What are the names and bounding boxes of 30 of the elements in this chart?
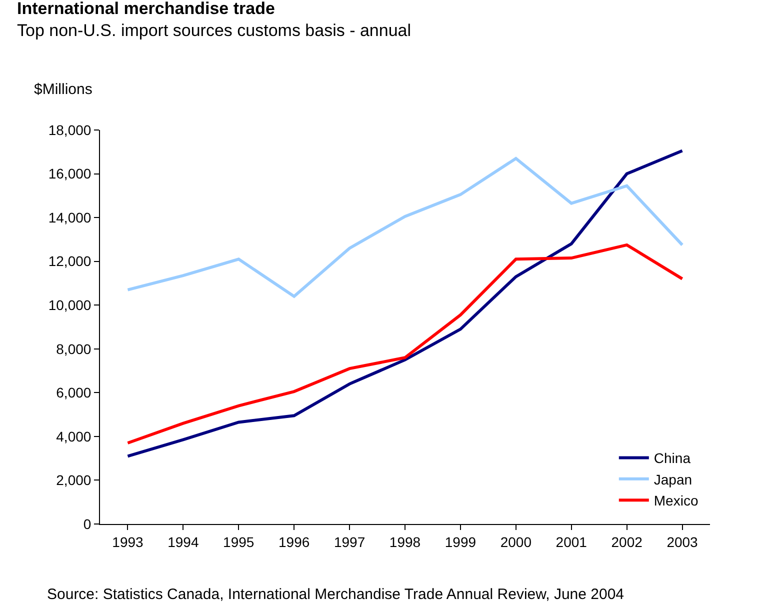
x-tick-label: 1995	[223, 534, 254, 550]
x-tick-label: 2002	[611, 534, 643, 550]
y-tick-label: 16,000	[48, 166, 92, 182]
y-tick-label: 4,000	[56, 428, 92, 444]
y-tick-label: 12,000	[48, 253, 92, 270]
line-series	[126, 243, 684, 445]
y-tick-label: 0	[83, 516, 92, 532]
x-tick-label: 2001	[556, 534, 588, 550]
legend-label: Japan	[654, 471, 692, 488]
y-tick-label: 2,000	[56, 472, 92, 488]
x-tick-label: 2003	[666, 534, 698, 550]
y-tick-label: 14,000	[48, 209, 92, 226]
source-note: Source: Statistics Canada, International Merchandise Trade Annual Review, June 2004	[47, 586, 624, 603]
x-tick-label: 1996	[278, 534, 310, 550]
line-series	[126, 156, 684, 298]
x-tick-label: 1997	[334, 534, 366, 550]
x-tick-label: 1998	[389, 534, 421, 550]
y-tick-label: 6,000	[56, 384, 92, 401]
y-tick-label: 18,000	[48, 122, 92, 138]
chart-title: International merchandise trade	[17, 0, 275, 18]
legend-label: Mexico	[654, 492, 698, 509]
x-tick-label: 2000	[500, 534, 532, 550]
x-tick-label: 1993	[112, 534, 144, 550]
y-tick-label: 8,000	[56, 340, 92, 357]
x-tick-label: 1999	[444, 534, 476, 550]
chart-subtitle: Top non-U.S. import sources customs basis - annual	[17, 21, 412, 40]
x-tick-label: 1994	[168, 534, 199, 550]
legend-label: China	[654, 450, 691, 466]
y-axis-title: $Millions	[34, 81, 92, 98]
y-tick-label: 10,000	[48, 297, 92, 314]
